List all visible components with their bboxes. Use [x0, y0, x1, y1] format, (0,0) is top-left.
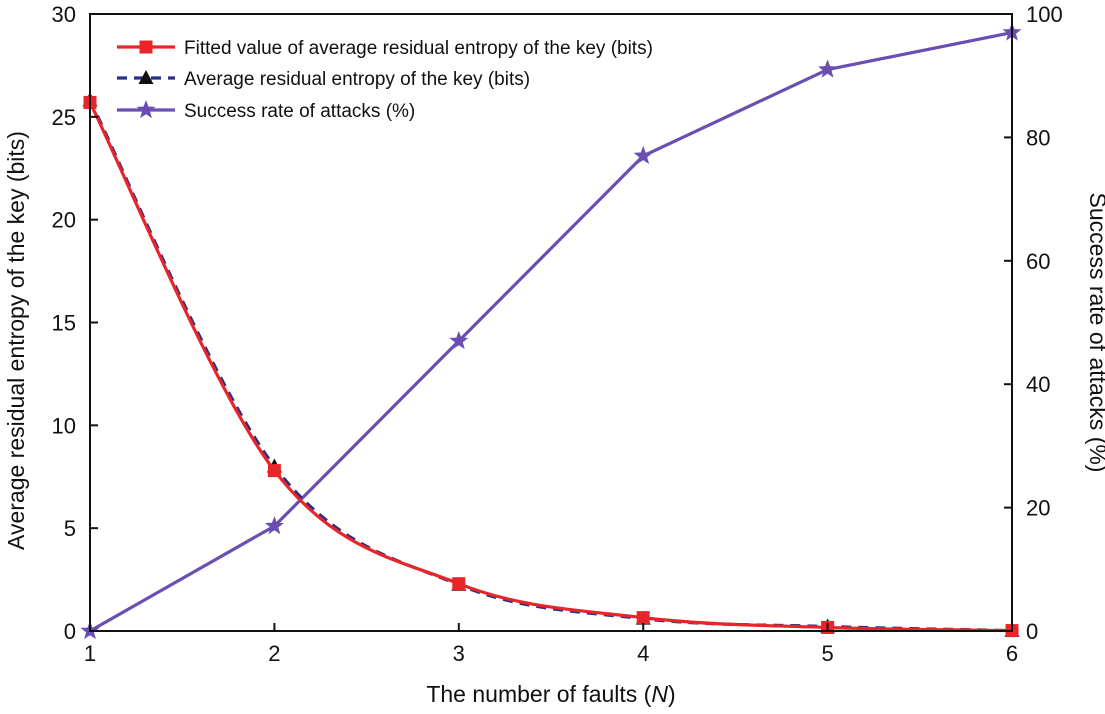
y2-axis-title: Success rate of attacks (%) — [1085, 193, 1105, 473]
x-tick-label: 1 — [84, 641, 96, 666]
legend-swatch-marker — [139, 40, 153, 54]
legend-swatch-marker — [136, 100, 156, 119]
x-tick-label: 6 — [1006, 641, 1018, 666]
legend-label: Fitted value of average residual entropy… — [184, 38, 653, 59]
y2-tick-label: 20 — [1026, 496, 1050, 521]
series-3-point — [818, 59, 838, 78]
legend-item-1: Fitted value of average residual entropy… — [117, 38, 653, 59]
y2-tick-label: 100 — [1026, 2, 1063, 27]
legend: Fitted value of average residual entropy… — [117, 38, 653, 122]
legend-label: Average residual entropy of the key (bit… — [184, 69, 530, 90]
x-axis-title: The number of faults (N) — [426, 681, 675, 707]
x-tick-label: 3 — [453, 641, 465, 666]
series-1-point — [267, 464, 281, 478]
y2-tick-label: 40 — [1026, 372, 1050, 397]
series-3-point — [264, 516, 284, 535]
y-tick-label: 30 — [52, 2, 76, 27]
y2-tick-label: 80 — [1026, 125, 1050, 150]
y-tick-label: 25 — [52, 105, 76, 130]
x-tick-label: 2 — [268, 641, 280, 666]
legend-item-3: Success rate of attacks (%) — [117, 100, 415, 122]
y-tick-label: 0 — [64, 619, 76, 644]
series-1-point — [636, 611, 650, 625]
y-tick-label: 5 — [64, 516, 76, 541]
series-1-point — [452, 577, 466, 591]
x-tick-label: 5 — [821, 641, 833, 666]
x-tick-label: 4 — [637, 641, 649, 666]
legend-label: Success rate of attacks (%) — [184, 101, 415, 122]
y2-tick-label: 0 — [1026, 619, 1038, 644]
legend-swatch-marker — [138, 70, 154, 84]
y-tick-label: 15 — [52, 311, 76, 336]
series-3-point — [449, 331, 469, 350]
y2-tick-label: 60 — [1026, 249, 1050, 274]
series-layer — [80, 22, 1022, 640]
y-tick-label: 10 — [52, 413, 76, 438]
y-tick-label: 20 — [52, 208, 76, 233]
series-3-line — [89, 30, 1013, 633]
legend-item-2: Average residual entropy of the key (bit… — [117, 69, 530, 90]
series-3-point — [633, 145, 653, 164]
y-axis-title: Average residual entropy of the key (bit… — [3, 131, 29, 550]
